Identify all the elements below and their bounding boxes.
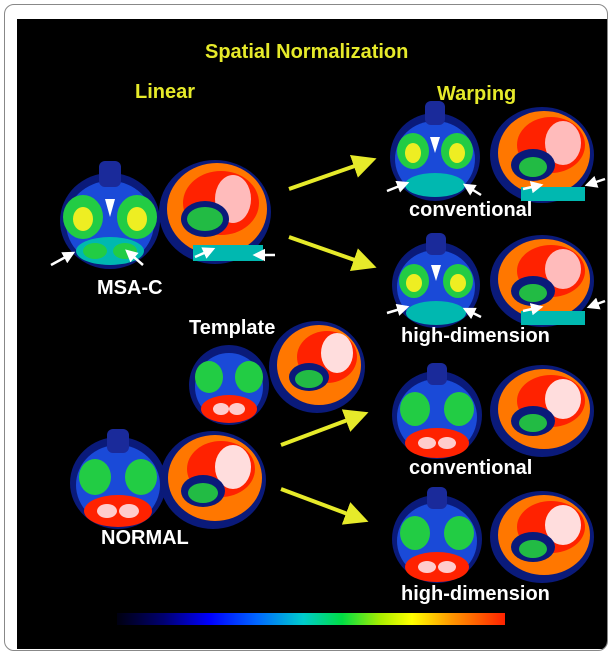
conventional-label-1: conventional	[409, 199, 533, 221]
msa-c-high-dimension-sagittal-scan	[490, 235, 594, 327]
high-dimension-label-1: high-dimension	[401, 325, 550, 347]
white-arrow-conv-sag-2	[522, 181, 544, 194]
yellow-arrow-normal-conventional	[280, 409, 369, 447]
msa-c-sagittal-scan	[159, 160, 271, 264]
yellow-arrow-normal-high-dimension	[280, 487, 369, 525]
white-arrow-conv-left	[386, 180, 410, 193]
white-arrow-hd-sag-2	[522, 303, 544, 316]
normal-high-dimension-coronal-scan	[392, 487, 482, 583]
white-arrow-hd-right	[462, 307, 482, 320]
warping-heading: Warping	[437, 83, 517, 105]
white-arrow-conv-right	[462, 183, 482, 197]
linear-heading: Linear	[135, 81, 196, 103]
msa-c-high-dimension-coronal-scan	[392, 233, 480, 328]
white-arrow-msa-left	[50, 251, 76, 267]
msa-c-label: MSA-C	[97, 277, 163, 299]
white-arrow-conv-sag	[584, 175, 606, 188]
white-arrow-msa-right	[125, 249, 144, 266]
intensity-color-bar	[117, 613, 505, 625]
high-dimension-label-2: high-dimension	[401, 583, 550, 605]
figure-frame: Spatial Normalization Linear Warping	[4, 4, 608, 651]
white-arrow-msa-sag-2	[194, 247, 216, 259]
yellow-arrow-msa-conventional	[288, 154, 377, 191]
normal-conventional-coronal-scan	[392, 363, 482, 459]
figure-panel: Spatial Normalization Linear Warping	[17, 19, 607, 649]
normal-high-dimension-sagittal-scan	[490, 491, 594, 583]
normal-coronal-scan	[70, 429, 166, 529]
normal-sagittal-scan	[160, 431, 266, 529]
conventional-label-2: conventional	[409, 457, 533, 479]
msa-c-conventional-coronal-scan	[390, 101, 480, 201]
white-arrow-hd-sag	[586, 297, 606, 310]
arrows-overlay	[50, 154, 606, 525]
figure-title: Spatial Normalization	[205, 41, 409, 63]
msa-c-coronal-scan	[60, 161, 160, 269]
yellow-arrow-msa-high-dimension	[288, 235, 377, 272]
msa-c-conventional-sagittal-scan	[490, 107, 594, 203]
normal-conventional-sagittal-scan	[490, 365, 594, 457]
normal-label: NORMAL	[101, 527, 189, 549]
template-coronal-scan	[189, 345, 269, 425]
white-arrow-hd-left	[386, 303, 410, 316]
template-label: Template	[189, 317, 276, 339]
template-sagittal-scan	[269, 321, 365, 413]
